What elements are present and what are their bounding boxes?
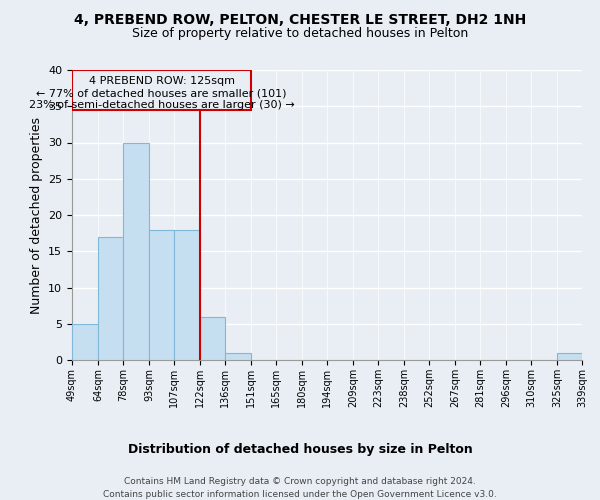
Text: ← 77% of detached houses are smaller (101): ← 77% of detached houses are smaller (10… xyxy=(37,88,287,98)
Text: Distribution of detached houses by size in Pelton: Distribution of detached houses by size … xyxy=(128,442,472,456)
Bar xyxy=(98,237,123,360)
Text: 23% of semi-detached houses are larger (30) →: 23% of semi-detached houses are larger (… xyxy=(29,100,295,110)
Bar xyxy=(225,353,251,360)
Bar xyxy=(200,316,225,360)
Bar xyxy=(174,230,200,360)
Bar xyxy=(72,70,251,110)
Bar xyxy=(149,230,174,360)
Y-axis label: Number of detached properties: Number of detached properties xyxy=(29,116,43,314)
Text: 4, PREBEND ROW, PELTON, CHESTER LE STREET, DH2 1NH: 4, PREBEND ROW, PELTON, CHESTER LE STREE… xyxy=(74,12,526,26)
Text: Size of property relative to detached houses in Pelton: Size of property relative to detached ho… xyxy=(132,28,468,40)
Bar xyxy=(123,142,149,360)
Bar xyxy=(72,324,98,360)
Text: Contains HM Land Registry data © Crown copyright and database right 2024.: Contains HM Land Registry data © Crown c… xyxy=(124,478,476,486)
Bar xyxy=(557,353,582,360)
Text: Contains public sector information licensed under the Open Government Licence v3: Contains public sector information licen… xyxy=(103,490,497,499)
Text: 4 PREBEND ROW: 125sqm: 4 PREBEND ROW: 125sqm xyxy=(89,76,235,86)
